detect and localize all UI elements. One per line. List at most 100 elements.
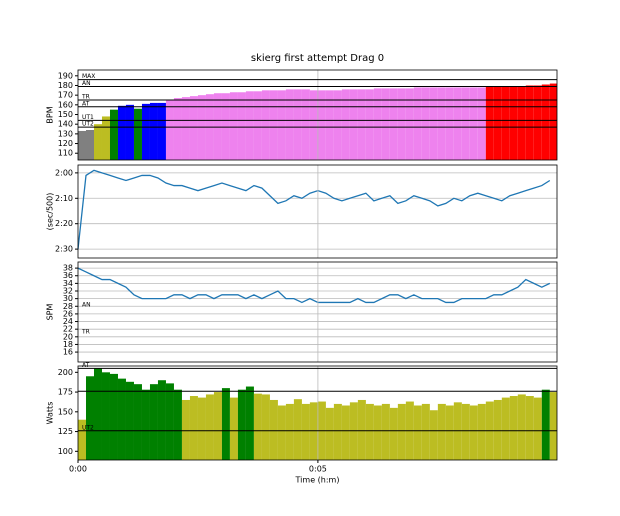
bar bbox=[437, 87, 446, 160]
bar bbox=[333, 90, 342, 160]
bar bbox=[501, 86, 510, 160]
bar bbox=[357, 89, 366, 160]
bar bbox=[469, 87, 478, 160]
bar bbox=[85, 130, 94, 160]
bar bbox=[397, 88, 406, 160]
y-tick-label: 125 bbox=[58, 427, 73, 436]
bar bbox=[325, 407, 334, 460]
y-tick-label: 190 bbox=[58, 71, 73, 80]
line bbox=[77, 169, 551, 250]
bar bbox=[373, 405, 382, 460]
zone-label: AT bbox=[82, 100, 90, 107]
line bbox=[77, 267, 551, 304]
bar bbox=[429, 87, 438, 160]
bar bbox=[445, 87, 454, 160]
bar bbox=[509, 396, 518, 460]
y-tick-label: 30 bbox=[63, 294, 73, 303]
bar bbox=[269, 90, 278, 160]
bar bbox=[381, 88, 390, 160]
bar bbox=[237, 389, 246, 460]
y-tick-label: 170 bbox=[58, 91, 73, 100]
bar bbox=[413, 405, 422, 460]
bar bbox=[429, 410, 438, 460]
bar bbox=[285, 89, 294, 160]
chart-title: skierg first attempt Drag 0 bbox=[251, 53, 384, 64]
bar bbox=[461, 403, 470, 460]
bar bbox=[141, 103, 150, 160]
bar bbox=[165, 383, 174, 460]
zone-label: AN bbox=[82, 80, 91, 87]
x-axis-label: Time (h:m) bbox=[295, 476, 340, 485]
bar bbox=[117, 105, 126, 160]
bar bbox=[253, 393, 262, 460]
y-tick-label: 140 bbox=[58, 120, 73, 129]
bar bbox=[173, 389, 182, 460]
bar bbox=[149, 384, 158, 460]
bar bbox=[157, 380, 166, 460]
bar bbox=[421, 403, 430, 460]
y-tick-label: 120 bbox=[58, 139, 73, 148]
y-tick-label: 2:00 bbox=[55, 168, 73, 177]
bar bbox=[477, 87, 486, 160]
bar bbox=[357, 399, 366, 460]
bar bbox=[245, 91, 254, 160]
bar bbox=[517, 86, 526, 160]
bar bbox=[125, 104, 134, 160]
y-tick-label: 110 bbox=[58, 149, 73, 158]
bar bbox=[349, 89, 358, 160]
panel-frame bbox=[77, 261, 558, 363]
y-tick-label: 130 bbox=[58, 129, 73, 138]
panel-frame bbox=[77, 69, 558, 161]
y-tick-label: 26 bbox=[63, 309, 73, 318]
bar bbox=[525, 396, 534, 460]
bar bbox=[517, 394, 526, 460]
x-tick-label: 0:05 bbox=[309, 465, 327, 474]
zone-label: UT2 bbox=[82, 424, 94, 431]
bar bbox=[541, 389, 550, 460]
bar bbox=[301, 403, 310, 460]
y-tick-label: 36 bbox=[63, 271, 73, 280]
y-tick-label: 150 bbox=[58, 407, 73, 416]
bar bbox=[261, 394, 270, 460]
bar bbox=[133, 108, 142, 160]
bar bbox=[117, 378, 126, 460]
zone-label: MAX bbox=[82, 73, 95, 80]
zone-label: TR bbox=[81, 94, 90, 101]
bar bbox=[525, 85, 534, 160]
bar bbox=[93, 368, 102, 460]
bar bbox=[109, 373, 118, 460]
bar bbox=[293, 399, 302, 460]
y-axis-label: (sec/500) bbox=[46, 193, 55, 231]
bar bbox=[285, 403, 294, 460]
y-axis-label: SPM bbox=[46, 304, 55, 321]
y-tick-label: 34 bbox=[63, 279, 73, 288]
bar bbox=[365, 403, 374, 460]
bar bbox=[301, 89, 310, 160]
bar bbox=[405, 88, 414, 160]
bar bbox=[389, 88, 398, 160]
y-tick-label: 200 bbox=[58, 368, 73, 377]
bar bbox=[229, 397, 238, 460]
bar bbox=[157, 102, 166, 160]
bar bbox=[277, 405, 286, 460]
bar bbox=[397, 403, 406, 460]
zone-label: AT bbox=[82, 362, 90, 369]
bar bbox=[221, 388, 230, 460]
bar bbox=[293, 89, 302, 160]
y-axis-label: BPM bbox=[46, 106, 55, 123]
bar bbox=[413, 87, 422, 160]
y-tick-label: 32 bbox=[63, 287, 73, 296]
bar bbox=[173, 98, 182, 160]
bar bbox=[85, 376, 94, 460]
bar bbox=[445, 405, 454, 460]
y-tick-label: 180 bbox=[58, 81, 73, 90]
bar bbox=[101, 372, 110, 460]
y-tick-label: 18 bbox=[63, 340, 73, 349]
bar bbox=[181, 97, 190, 160]
bar bbox=[189, 96, 198, 160]
bar bbox=[133, 384, 142, 460]
bar bbox=[181, 399, 190, 460]
y-axis-label: Watts bbox=[46, 402, 55, 425]
bar bbox=[453, 87, 462, 160]
